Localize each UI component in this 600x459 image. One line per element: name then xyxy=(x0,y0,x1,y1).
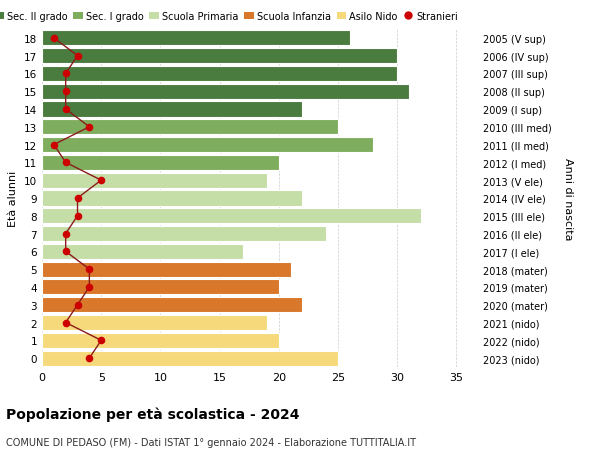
Point xyxy=(97,177,106,185)
Y-axis label: Anni di nascita: Anni di nascita xyxy=(563,157,572,240)
Bar xyxy=(42,191,302,206)
Legend: Sec. II grado, Sec. I grado, Scuola Primaria, Scuola Infanzia, Asilo Nido, Stran: Sec. II grado, Sec. I grado, Scuola Prim… xyxy=(0,11,458,22)
Text: Popolazione per età scolastica - 2024: Popolazione per età scolastica - 2024 xyxy=(6,406,299,421)
Bar xyxy=(42,67,397,82)
Point xyxy=(73,195,82,202)
Point xyxy=(85,124,94,131)
Bar xyxy=(42,226,326,241)
Point xyxy=(49,35,59,42)
Point xyxy=(61,230,70,238)
Point xyxy=(61,159,70,167)
Text: COMUNE DI PEDASO (FM) - Dati ISTAT 1° gennaio 2024 - Elaborazione TUTTITALIA.IT: COMUNE DI PEDASO (FM) - Dati ISTAT 1° ge… xyxy=(6,437,416,447)
Bar xyxy=(42,138,373,153)
Bar xyxy=(42,280,279,295)
Bar xyxy=(42,173,267,188)
Point xyxy=(49,141,59,149)
Point xyxy=(85,355,94,362)
Bar xyxy=(42,84,409,100)
Bar xyxy=(42,49,397,64)
Point xyxy=(85,284,94,291)
Point xyxy=(61,71,70,78)
Point xyxy=(61,106,70,113)
Bar xyxy=(42,315,267,330)
Point xyxy=(97,337,106,344)
Point xyxy=(73,302,82,309)
Y-axis label: Età alunni: Età alunni xyxy=(8,170,19,227)
Bar xyxy=(42,209,421,224)
Bar xyxy=(42,351,338,366)
Point xyxy=(85,266,94,273)
Bar xyxy=(42,102,302,118)
Point xyxy=(73,213,82,220)
Point xyxy=(61,319,70,326)
Point xyxy=(61,88,70,95)
Bar xyxy=(42,244,243,259)
Bar xyxy=(42,156,279,171)
Point xyxy=(73,53,82,60)
Bar xyxy=(42,120,338,135)
Bar xyxy=(42,297,302,313)
Bar xyxy=(42,262,290,277)
Point xyxy=(61,248,70,256)
Bar xyxy=(42,31,350,46)
Bar xyxy=(42,333,279,348)
